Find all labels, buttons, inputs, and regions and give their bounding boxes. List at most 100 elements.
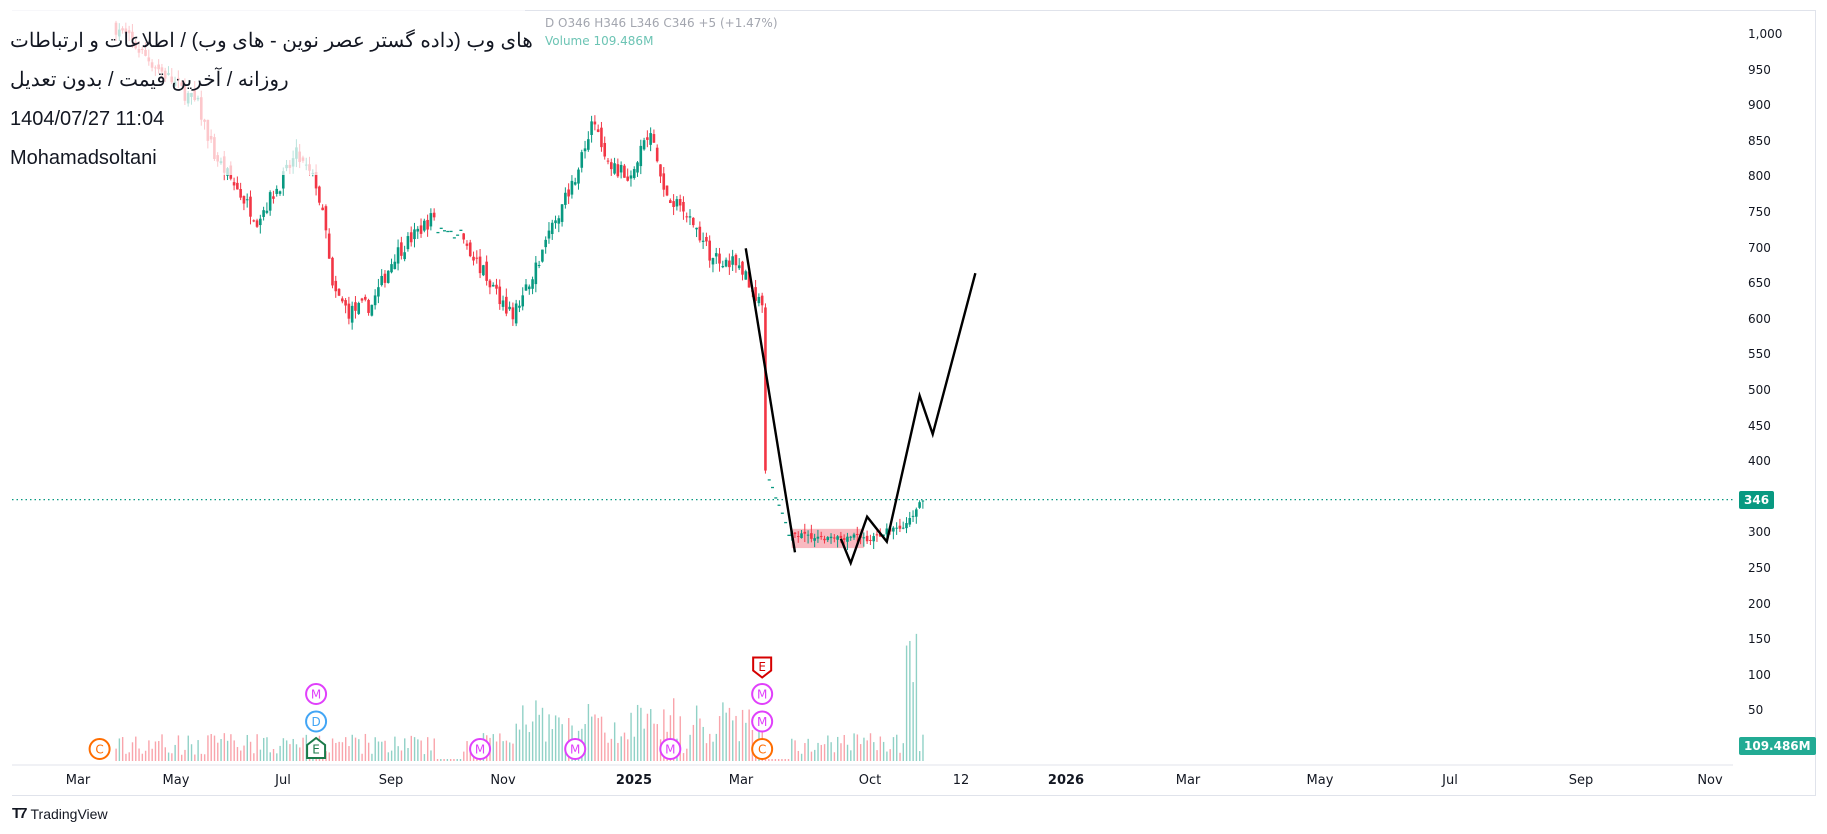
candle (334, 280, 338, 292)
candle (380, 275, 383, 286)
candle (373, 295, 377, 306)
volume-bar (640, 707, 642, 761)
candle (662, 173, 666, 190)
candle (416, 228, 420, 232)
volume-bar (299, 747, 301, 761)
candle (262, 210, 265, 217)
volume-bar (869, 733, 872, 761)
volume-bar (328, 752, 330, 761)
volume-bar (390, 750, 393, 761)
candle (642, 140, 646, 150)
chart-legend: های وب (داده گستر عصر نوین - های وب) / ا… (10, 22, 533, 178)
candle (239, 189, 242, 198)
volume-bar (197, 740, 199, 761)
volume-bar (653, 723, 655, 761)
volume-bar (154, 741, 157, 761)
volume-bar (715, 733, 718, 761)
volume-bar (240, 750, 242, 761)
volume-bar (863, 737, 865, 761)
volume-bar (584, 724, 586, 761)
volume-bar (741, 709, 744, 761)
volume-bar (407, 748, 409, 761)
volume-bar (722, 702, 724, 761)
candle (370, 304, 374, 316)
candle (636, 162, 639, 173)
candle (452, 237, 456, 239)
volume-bar (345, 737, 347, 761)
event-label: D (311, 715, 320, 729)
candle (777, 504, 781, 506)
volume-bar (833, 752, 836, 761)
volume-bar (712, 741, 714, 761)
volume-bar (643, 728, 645, 761)
volume-bar (535, 700, 537, 761)
volume-bar (695, 705, 698, 761)
volume-bar (128, 752, 130, 761)
candle (488, 280, 492, 288)
candle (711, 258, 715, 265)
volume-bar (203, 754, 206, 761)
volume-bar (125, 753, 127, 761)
volume-bar (915, 633, 918, 761)
candle (915, 509, 918, 517)
volume-bar (148, 740, 150, 761)
volume-bar (269, 752, 271, 761)
candle (242, 196, 246, 204)
volume-bar (144, 750, 147, 761)
candle (426, 219, 429, 230)
candle (678, 198, 682, 206)
volume-bar (233, 740, 235, 761)
volume-bar (781, 759, 783, 761)
candle (688, 216, 692, 218)
volume-bar (827, 735, 829, 761)
volume-bar (745, 722, 747, 761)
candle (331, 257, 334, 286)
candle (443, 230, 446, 232)
candle (652, 134, 656, 143)
volume-bar (515, 723, 517, 761)
volume-bar (568, 718, 570, 761)
candle (527, 286, 531, 290)
candle (255, 220, 259, 227)
event-label: E (312, 743, 320, 757)
candle (760, 295, 764, 306)
candle (360, 298, 364, 301)
volume-bar (217, 742, 219, 761)
volume-bar (522, 705, 524, 761)
volume-bar (689, 734, 691, 761)
volume-bar (446, 759, 449, 761)
tradingview-logo[interactable]: T7 TradingView (12, 805, 108, 822)
candle (259, 218, 262, 226)
event-label: E (758, 660, 766, 674)
price-tick: 450 (1748, 418, 1771, 433)
volume-bar (502, 741, 504, 761)
volume-bar (161, 734, 163, 761)
earnings-event-icon (752, 656, 773, 679)
volume-bar (115, 748, 117, 761)
candle (446, 230, 450, 233)
volume-bar (850, 750, 852, 761)
volume-bar (361, 753, 363, 761)
candle (800, 533, 803, 539)
candle (892, 527, 895, 532)
volume-bar (528, 732, 531, 761)
price-tick: 300 (1748, 525, 1771, 540)
candle (596, 129, 600, 132)
candle (901, 527, 905, 529)
chart-frame (12, 10, 1816, 796)
candle (432, 212, 436, 218)
volume-bar (381, 741, 383, 761)
candle (386, 270, 390, 283)
volume-bar (709, 733, 711, 761)
candle (895, 527, 898, 529)
candle (619, 164, 623, 173)
time-tick: Nov (1697, 773, 1723, 788)
volume-bar (899, 752, 901, 761)
candle (734, 254, 738, 266)
volume-badge: 109.486M (1739, 737, 1816, 755)
volume-bar (810, 751, 813, 761)
volume-bar (673, 698, 675, 761)
volume-bar (459, 759, 462, 761)
volume-bar (650, 709, 652, 761)
